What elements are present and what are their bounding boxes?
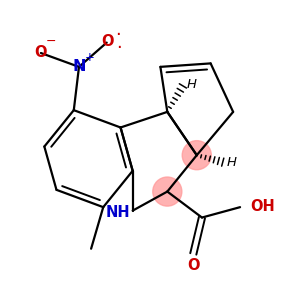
Text: −: −: [45, 35, 56, 48]
Text: +: +: [85, 51, 95, 64]
Text: O: O: [187, 258, 200, 273]
Text: ·: ·: [116, 39, 122, 57]
Text: ·: ·: [115, 26, 121, 44]
Text: N: N: [72, 59, 86, 74]
Text: OH: OH: [250, 199, 274, 214]
Text: O: O: [101, 34, 114, 50]
Circle shape: [182, 141, 211, 170]
Text: H: H: [186, 78, 197, 91]
Text: O: O: [34, 45, 46, 60]
Text: H: H: [226, 156, 236, 169]
Text: NH: NH: [105, 205, 130, 220]
Circle shape: [153, 177, 182, 206]
